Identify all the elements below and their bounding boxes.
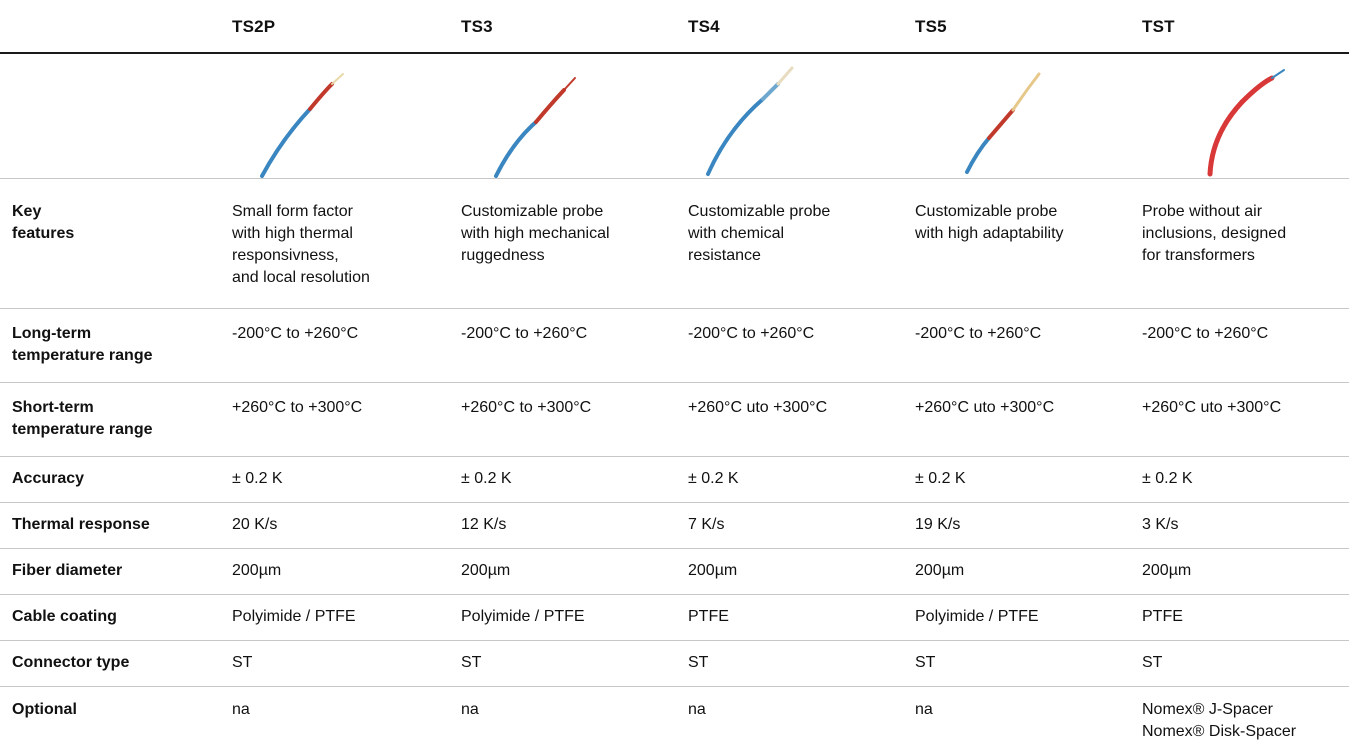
- probe-image-row: [0, 54, 1349, 179]
- row-label: Short-term temperature range: [12, 399, 153, 438]
- cell-ts2p: -200°C to +260°C: [232, 325, 359, 342]
- cell-ts2p: 200µm: [232, 562, 282, 579]
- cell-tst: 200µm: [1142, 562, 1192, 579]
- cell-tst: -200°C to +260°C: [1142, 325, 1269, 342]
- table-header: TS2P TS3 TS4 TS5 TST: [0, 0, 1349, 54]
- cell-ts4: 7 K/s: [688, 516, 725, 533]
- row-short-term-temperature: Short-term temperature range +260°C to +…: [0, 383, 1349, 457]
- ts5-probe-image: [965, 72, 1041, 174]
- ts3-probe-image: [494, 77, 576, 178]
- row-label: Fiber diameter: [12, 562, 123, 579]
- cell-tst: PTFE: [1142, 608, 1183, 625]
- column-header-ts2p: TS2P: [232, 17, 276, 36]
- ts2p-probe-image: [260, 73, 344, 178]
- cell-tst: Probe without air inclusions, designed f…: [1142, 203, 1287, 264]
- cell-ts5: na: [915, 701, 933, 718]
- cell-ts5: ST: [915, 654, 936, 671]
- cell-ts5: +260°C uto +300°C: [915, 399, 1055, 416]
- cell-ts3: na: [461, 701, 479, 718]
- row-accuracy: Accuracy ± 0.2 K ± 0.2 K ± 0.2 K ± 0.2 K…: [0, 457, 1349, 503]
- cell-ts2p: 20 K/s: [232, 516, 278, 533]
- cell-ts3: -200°C to +260°C: [461, 325, 588, 342]
- cell-ts3: Polyimide / PTFE: [461, 608, 585, 625]
- cell-ts4: -200°C to +260°C: [688, 325, 815, 342]
- cell-ts5: Customizable probe with high adaptabilit…: [915, 203, 1064, 242]
- cell-ts3: ST: [461, 654, 482, 671]
- cell-tst: 3 K/s: [1142, 516, 1179, 533]
- cell-ts5: -200°C to +260°C: [915, 325, 1042, 342]
- cell-ts3: ± 0.2 K: [461, 470, 512, 487]
- cell-ts4: na: [688, 701, 706, 718]
- cell-tst: +260°C uto +300°C: [1142, 399, 1282, 416]
- column-header-ts4: TS4: [688, 17, 720, 36]
- row-label: Long-term temperature range: [12, 325, 153, 364]
- row-label: Thermal response: [12, 516, 150, 533]
- cell-ts2p: ± 0.2 K: [232, 470, 283, 487]
- row-cable-coating: Cable coating Polyimide / PTFE Polyimide…: [0, 595, 1349, 641]
- row-connector-type: Connector type ST ST ST ST ST: [0, 641, 1349, 687]
- cell-ts4: Customizable probe with chemical resista…: [688, 203, 831, 264]
- cell-ts2p: Polyimide / PTFE: [232, 608, 356, 625]
- cell-ts5: Polyimide / PTFE: [915, 608, 1039, 625]
- cell-ts4: ST: [688, 654, 709, 671]
- cell-tst: Nomex® J-Spacer Nomex® Disk-Spacer: [1142, 701, 1297, 740]
- row-label: Key features: [12, 203, 75, 242]
- row-label: Cable coating: [12, 608, 117, 625]
- cell-ts3: 200µm: [461, 562, 511, 579]
- column-header-ts3: TS3: [461, 17, 493, 36]
- column-header-tst: TST: [1142, 17, 1175, 36]
- row-thermal-response: Thermal response 20 K/s 12 K/s 7 K/s 19 …: [0, 503, 1349, 549]
- cell-ts5: 19 K/s: [915, 516, 961, 533]
- cell-ts3: +260°C to +300°C: [461, 399, 592, 416]
- cell-ts2p: na: [232, 701, 250, 718]
- tst-probe-image: [1207, 69, 1285, 177]
- row-optional: Optional na na na na Nomex® J-Spacer Nom…: [0, 687, 1349, 751]
- cell-ts5: 200µm: [915, 562, 965, 579]
- cell-ts4: +260°C uto +300°C: [688, 399, 828, 416]
- row-label: Accuracy: [12, 470, 85, 487]
- row-label: Connector type: [12, 654, 130, 671]
- cell-ts2p: ST: [232, 654, 253, 671]
- row-label: Optional: [12, 701, 77, 718]
- row-long-term-temperature: Long-term temperature range -200°C to +2…: [0, 309, 1349, 383]
- ts4-probe-image: [706, 66, 794, 176]
- cell-ts2p: +260°C to +300°C: [232, 399, 363, 416]
- cell-ts4: ± 0.2 K: [688, 470, 739, 487]
- cell-ts3: 12 K/s: [461, 516, 507, 533]
- column-header-ts5: TS5: [915, 17, 947, 36]
- cell-tst: ± 0.2 K: [1142, 470, 1193, 487]
- row-fiber-diameter: Fiber diameter 200µm 200µm 200µm 200µm 2…: [0, 549, 1349, 595]
- cell-ts3: Customizable probe with high mechanical …: [461, 203, 610, 264]
- cell-ts4: 200µm: [688, 562, 738, 579]
- cell-ts2p: Small form factor with high thermal resp…: [232, 203, 370, 286]
- row-key-features: Key features Small form factor with high…: [0, 179, 1349, 309]
- cell-ts4: PTFE: [688, 608, 729, 625]
- cell-ts5: ± 0.2 K: [915, 470, 966, 487]
- cell-tst: ST: [1142, 654, 1163, 671]
